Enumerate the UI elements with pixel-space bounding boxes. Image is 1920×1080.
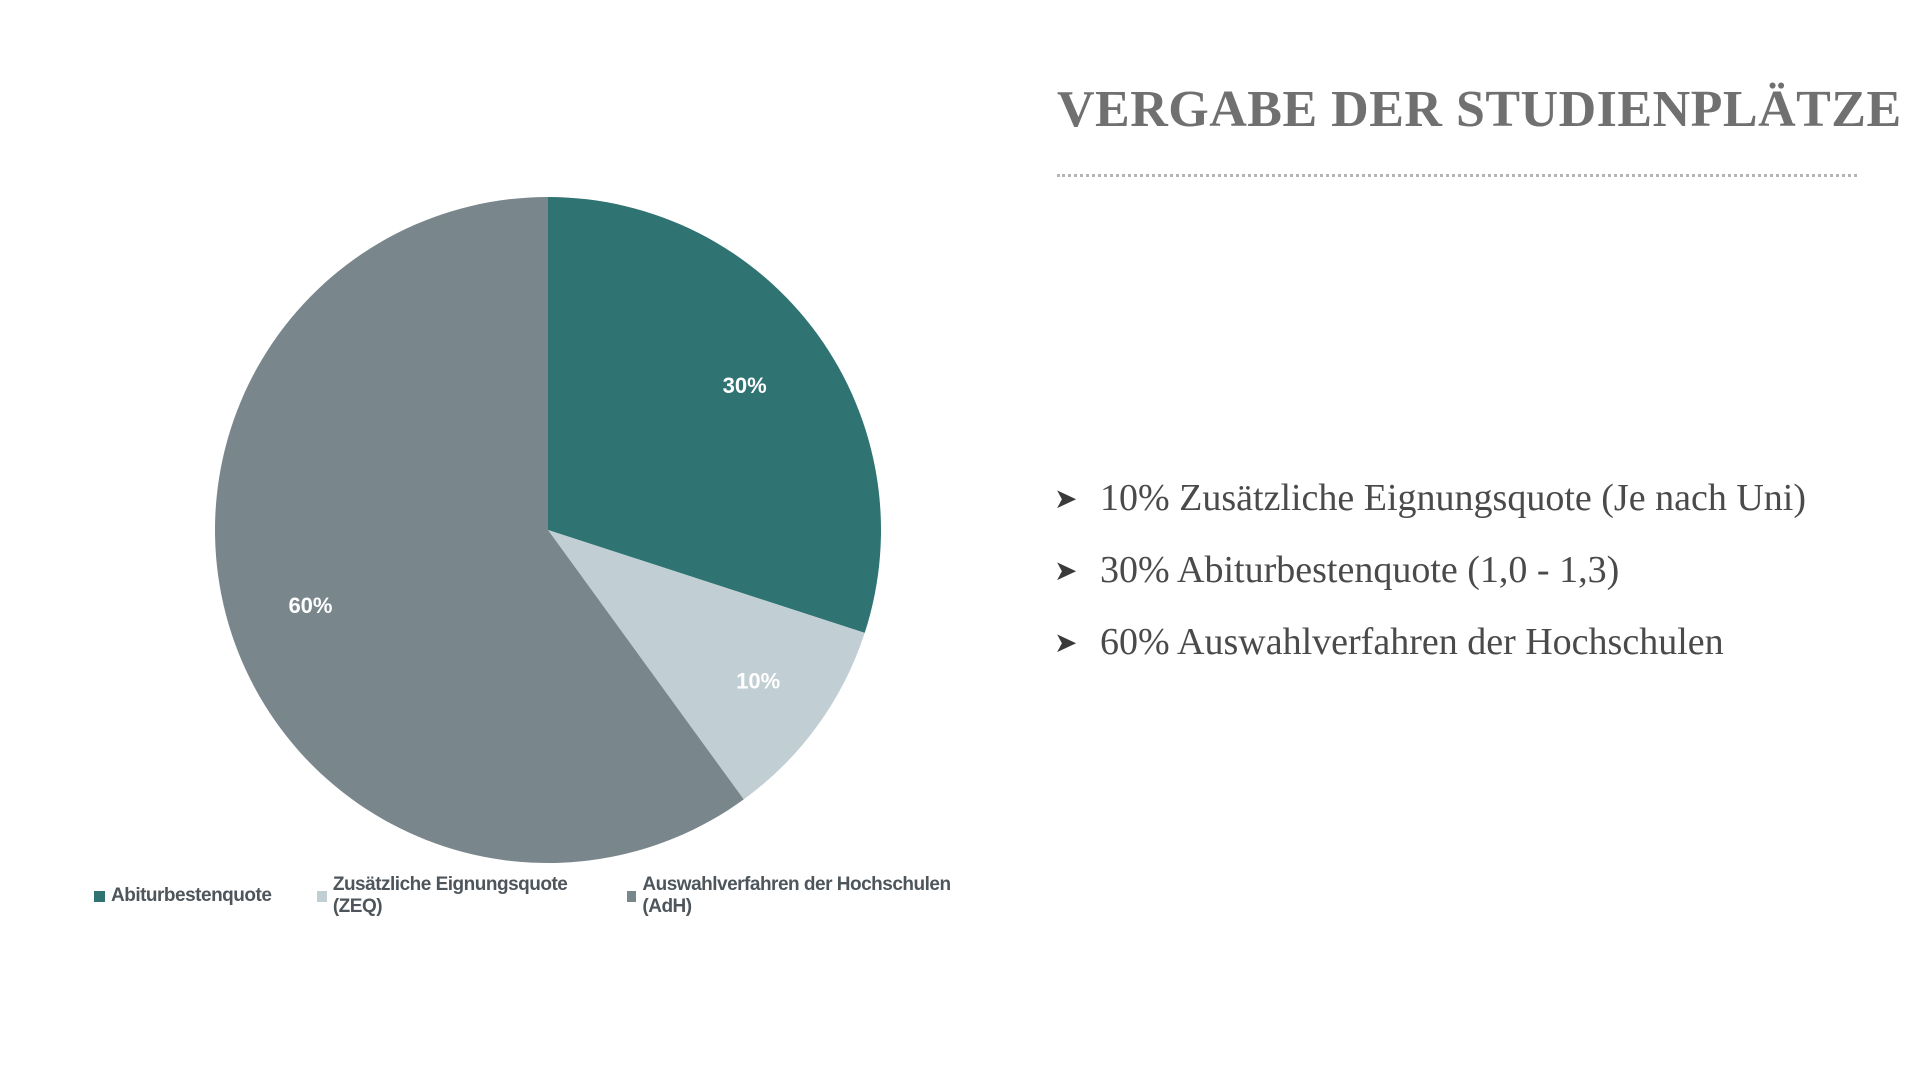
pie-slice-3 (214, 197, 744, 863)
legend-label: Zusätzliche Eignungsquote (ZEQ) (332, 874, 568, 917)
slide-title: VERGABE DER STUDIENPLÄTZE (1057, 81, 1902, 138)
pie-data-label: 60% (288, 593, 332, 618)
legend-item-zeq: Zusätzliche Eignungsquote (ZEQ) (317, 874, 581, 918)
pie-slice-2 (548, 530, 865, 800)
arrowhead-icon: ➤ (1054, 625, 1078, 659)
pie-chart-area: 30% 10% 60% Abiturbestenquote Zusätzliche … (0, 0, 1000, 1000)
bullet-item: ➤ 30% Abiturbestenquote (1,0 - 1,3) (1054, 534, 1806, 606)
legend-item-abiturbestenquote: Abiturbestenquote (94, 885, 272, 907)
bullet-text: 60% Auswahlverfahren der Hochschulen (1100, 621, 1724, 663)
pie-data-label: 30% (723, 373, 767, 398)
legend-swatch (626, 890, 637, 902)
bullet-list: ➤ 10% Zusätzliche Eignungsquote (Je nach… (1054, 462, 1806, 678)
bullet-item: ➤ 60% Auswahlverfahren der Hochschulen (1054, 606, 1806, 678)
bullet-item: ➤ 10% Zusätzliche Eignungsquote (Je nach… (1054, 462, 1806, 534)
arrowhead-icon: ➤ (1054, 553, 1078, 587)
bullet-text: 10% Zusätzliche Eignungsquote (Je nach U… (1100, 477, 1806, 519)
pie-slice-1 (548, 197, 881, 633)
title-divider (1057, 174, 1857, 177)
legend-swatch (317, 890, 327, 902)
pie-chart: 30% 10% 60% (214, 197, 881, 863)
legend-item-adh: Auswahlverfahren der Hochschulen (AdH) (626, 874, 954, 918)
legend-label: Auswahlverfahren der Hochschulen (AdH) (642, 874, 951, 917)
chart-legend: Abiturbestenquote Zusätzliche Eignungsqu… (94, 874, 1000, 918)
legend-label: Abiturbestenquote (111, 885, 272, 906)
arrowhead-icon: ➤ (1054, 481, 1078, 515)
pie-data-label: 10% (736, 668, 780, 693)
bullet-text: 30% Abiturbestenquote (1,0 - 1,3) (1100, 549, 1620, 591)
legend-swatch (94, 890, 105, 902)
